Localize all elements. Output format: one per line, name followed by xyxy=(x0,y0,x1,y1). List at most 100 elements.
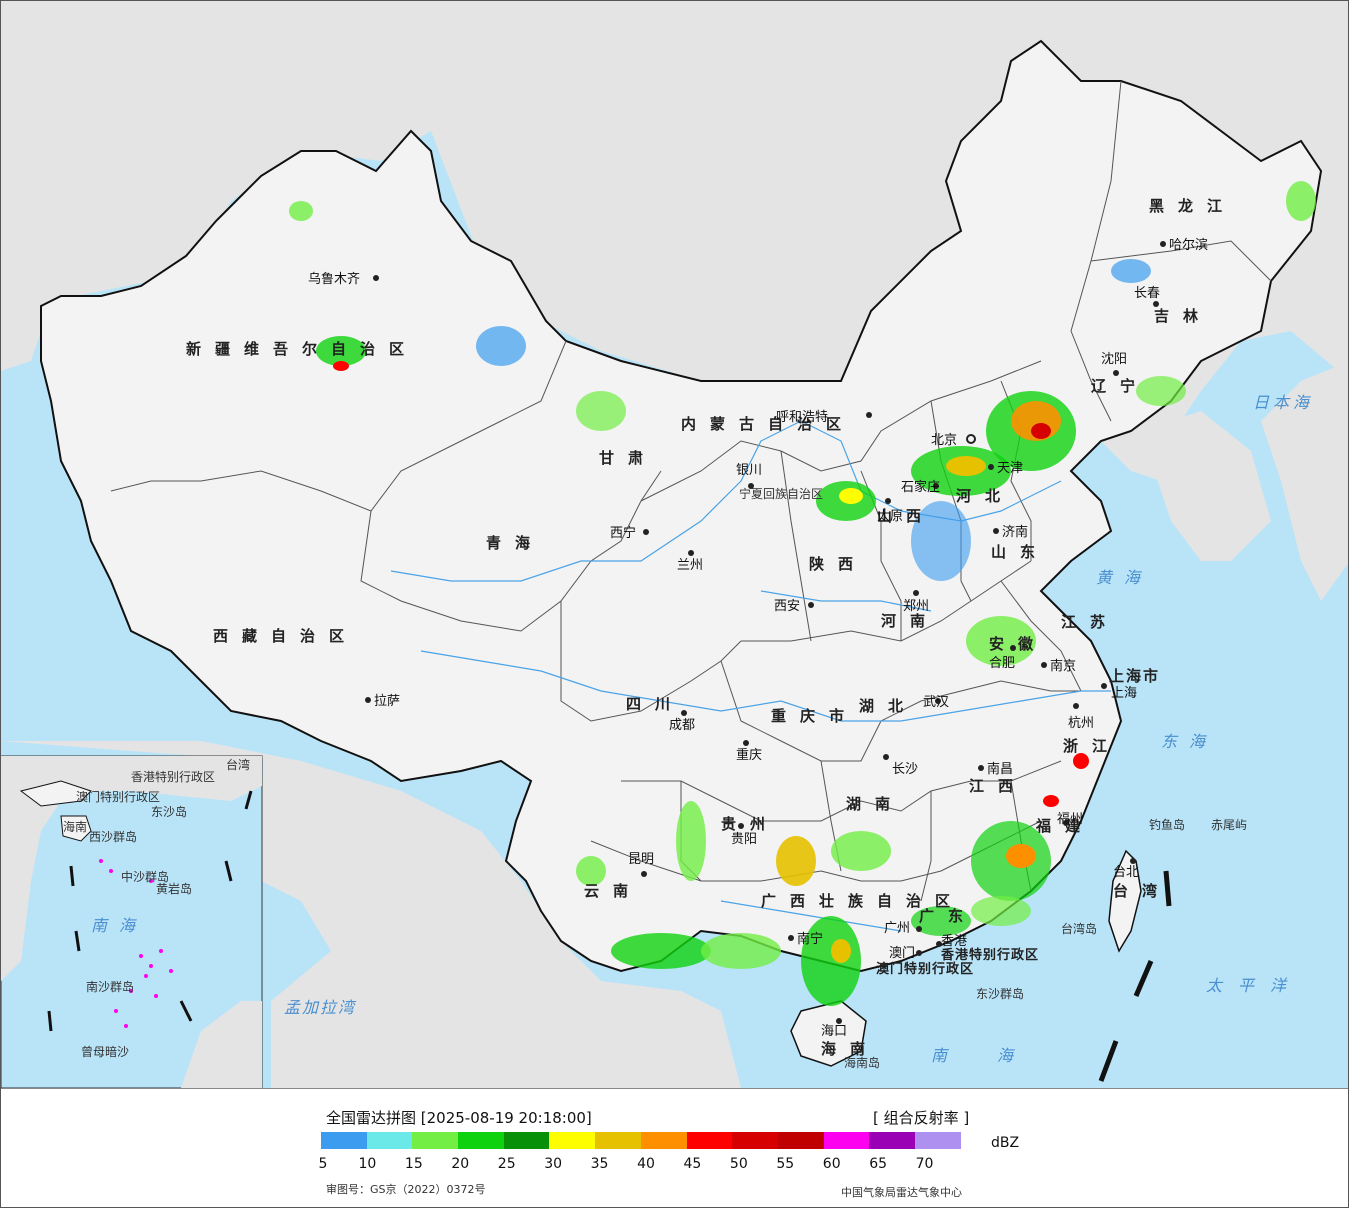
inset-label-hongkong: 香港特别行政区 xyxy=(131,769,215,784)
label-yunnan: 云南 xyxy=(584,882,642,900)
label-hubei: 湖北 xyxy=(859,697,917,715)
city-shanghai: 上海 xyxy=(1111,686,1137,701)
city-taipei: 台北 xyxy=(1113,865,1139,880)
city-harbin: 哈尔滨 xyxy=(1169,237,1208,253)
scale-swatch xyxy=(595,1132,641,1149)
scale-tick: 45 xyxy=(683,1156,702,1172)
label-henan: 河南 xyxy=(881,612,939,630)
label-shanghai: 上海市 xyxy=(1109,667,1160,685)
radar-map[interactable]: 海南 西沙群岛 中沙群岛 黄岩岛 南海 南沙群岛 曾母暗沙 香港特别行政区 澳门… xyxy=(1,1,1348,1088)
city-kunming: 昆明 xyxy=(628,852,654,867)
city-zhengzhou: 郑州 xyxy=(903,599,929,614)
label-fujian: 福建 xyxy=(1035,817,1094,835)
sea-pacific: 太平洋 xyxy=(1206,976,1302,995)
city-chongqing: 重庆 xyxy=(736,747,762,763)
city-changsha: 长沙 xyxy=(892,762,918,777)
city-nanchang: 南昌 xyxy=(987,761,1013,777)
inset-label-huangyan: 黄岩岛 xyxy=(156,881,192,896)
sea-huanghai: 黄海 xyxy=(1096,568,1152,587)
scale-tick: 65 xyxy=(869,1156,888,1172)
city-beijing: 北京 xyxy=(931,433,957,448)
label-taiwan: 台湾 xyxy=(1113,882,1171,900)
label-hainan: 海南 xyxy=(821,1040,879,1058)
scale-tick: 60 xyxy=(822,1156,841,1172)
label-shanxi: 山西 xyxy=(877,507,935,525)
scale-tick: 35 xyxy=(590,1156,609,1172)
rivers xyxy=(390,420,1111,932)
korea-japan xyxy=(1141,361,1348,601)
label-heilongjiang: 黑龙江 xyxy=(1149,197,1236,215)
boundary-dashes xyxy=(1098,870,1172,1082)
inset-label-zengmu: 曾母暗沙 xyxy=(81,1044,129,1059)
scale-tick: 5 xyxy=(318,1156,328,1172)
inset-label-dongsha: 东沙岛 xyxy=(151,804,187,819)
city-hongkong: 香港 xyxy=(941,934,967,949)
data-credit: 中国气象局雷达气象中心 xyxy=(841,1186,962,1199)
label-hebei: 河北 xyxy=(956,487,1014,505)
city-yinchuan: 银川 xyxy=(736,463,762,478)
city-tianjin: 天津 xyxy=(997,461,1023,476)
island-hainan: 海南岛 xyxy=(844,1055,880,1070)
scale-tick: 50 xyxy=(729,1156,748,1172)
label-qinghai: 青海 xyxy=(486,534,544,552)
scale-tick: 25 xyxy=(497,1156,516,1172)
label-jiangxi: 江西 xyxy=(969,777,1027,795)
city-wuhan: 武汉 xyxy=(923,695,949,710)
inset-label-xisha: 西沙群岛 xyxy=(89,829,137,844)
city-lhasa: 拉萨 xyxy=(374,694,400,709)
label-chongqing: 重庆市 xyxy=(771,707,858,725)
city-fuzhou: 福州 xyxy=(1057,812,1083,827)
map-approval-number: 审图号：GS京（2022）0372号 xyxy=(326,1183,486,1196)
label-neimenggu: 内蒙古自治区 xyxy=(681,415,855,433)
city-shenyang: 沈阳 xyxy=(1101,352,1127,367)
scale-tick: 55 xyxy=(776,1156,795,1172)
label-anhui: 安徽 xyxy=(989,635,1047,653)
label-guangxi: 广西壮族自治区 xyxy=(761,892,964,910)
label-shaanxi: 陕西 xyxy=(809,555,867,573)
city-taiyuan: 太原 xyxy=(877,509,903,524)
label-zhejiang: 浙江 xyxy=(1063,737,1121,755)
inset-label-nanhai: 南海 xyxy=(91,916,147,935)
city-nanning: 南宁 xyxy=(797,931,823,947)
city-lanzhou: 兰州 xyxy=(677,558,703,573)
island-chiwei: 赤尾屿 xyxy=(1211,818,1247,832)
label-liaoning: 辽宁 xyxy=(1091,377,1149,395)
scale-swatch xyxy=(823,1132,870,1149)
inset-label-nansha: 南沙群岛 xyxy=(86,979,134,994)
label-guizhou: 贵州 xyxy=(721,815,779,833)
scale-swatch xyxy=(640,1132,687,1149)
scale-swatch xyxy=(869,1132,915,1149)
province-labels: 新疆维吾尔自治区 西藏自治区 青海 甘肃 内蒙古自治区 黑龙江 吉林 辽宁 河北… xyxy=(186,197,1236,1058)
label-sichuan: 四川 xyxy=(626,695,684,713)
city-macau: 澳门 xyxy=(889,945,915,961)
label-guangdong: 广东 xyxy=(919,907,977,925)
color-scale xyxy=(321,1132,961,1149)
island-diaoyu: 钓鱼岛 xyxy=(1149,817,1185,832)
city-chengdu: 成都 xyxy=(669,718,695,733)
city-nanjing: 南京 xyxy=(1050,658,1076,674)
scale-swatch xyxy=(549,1132,596,1149)
scale-swatch xyxy=(777,1132,824,1149)
scale-tick: 10 xyxy=(358,1156,377,1172)
scale-tick: 30 xyxy=(544,1156,563,1172)
city-urumqi: 乌鲁木齐 xyxy=(308,271,360,287)
label-ningxia: 宁夏回族自治区 xyxy=(739,486,823,501)
inset-label-hainan: 海南 xyxy=(63,819,87,834)
label-jiangsu: 江苏 xyxy=(1061,613,1119,631)
scale-swatch xyxy=(366,1132,413,1149)
scale-tick: 15 xyxy=(404,1156,423,1172)
scale-tick: 20 xyxy=(451,1156,470,1172)
label-hongkong-sar: 香港特别行政区 xyxy=(940,947,1039,963)
city-markers: 乌鲁木齐 拉萨 西宁 兰州 银川 呼和浩特 北京 天津 石家庄 太原 济南 郑州… xyxy=(308,237,1208,1039)
scale-unit: dBZ xyxy=(991,1135,1020,1151)
city-hangzhou: 杭州 xyxy=(1068,716,1094,731)
island-taiwan: 台湾岛 xyxy=(1061,921,1097,936)
south-china-sea-inset: 海南 西沙群岛 中沙群岛 黄岩岛 南海 南沙群岛 曾母暗沙 香港特别行政区 澳门… xyxy=(1,755,263,1088)
legend-product: [ 组合反射率 ] xyxy=(873,1109,970,1127)
scale-swatch xyxy=(686,1132,733,1149)
city-guiyang: 贵阳 xyxy=(731,832,757,847)
scale-swatch xyxy=(458,1132,504,1149)
sea-bengal: 孟加拉湾 xyxy=(284,998,357,1017)
legend-title: 全国雷达拼图 [2025-08-19 20:18:00] xyxy=(326,1109,592,1127)
